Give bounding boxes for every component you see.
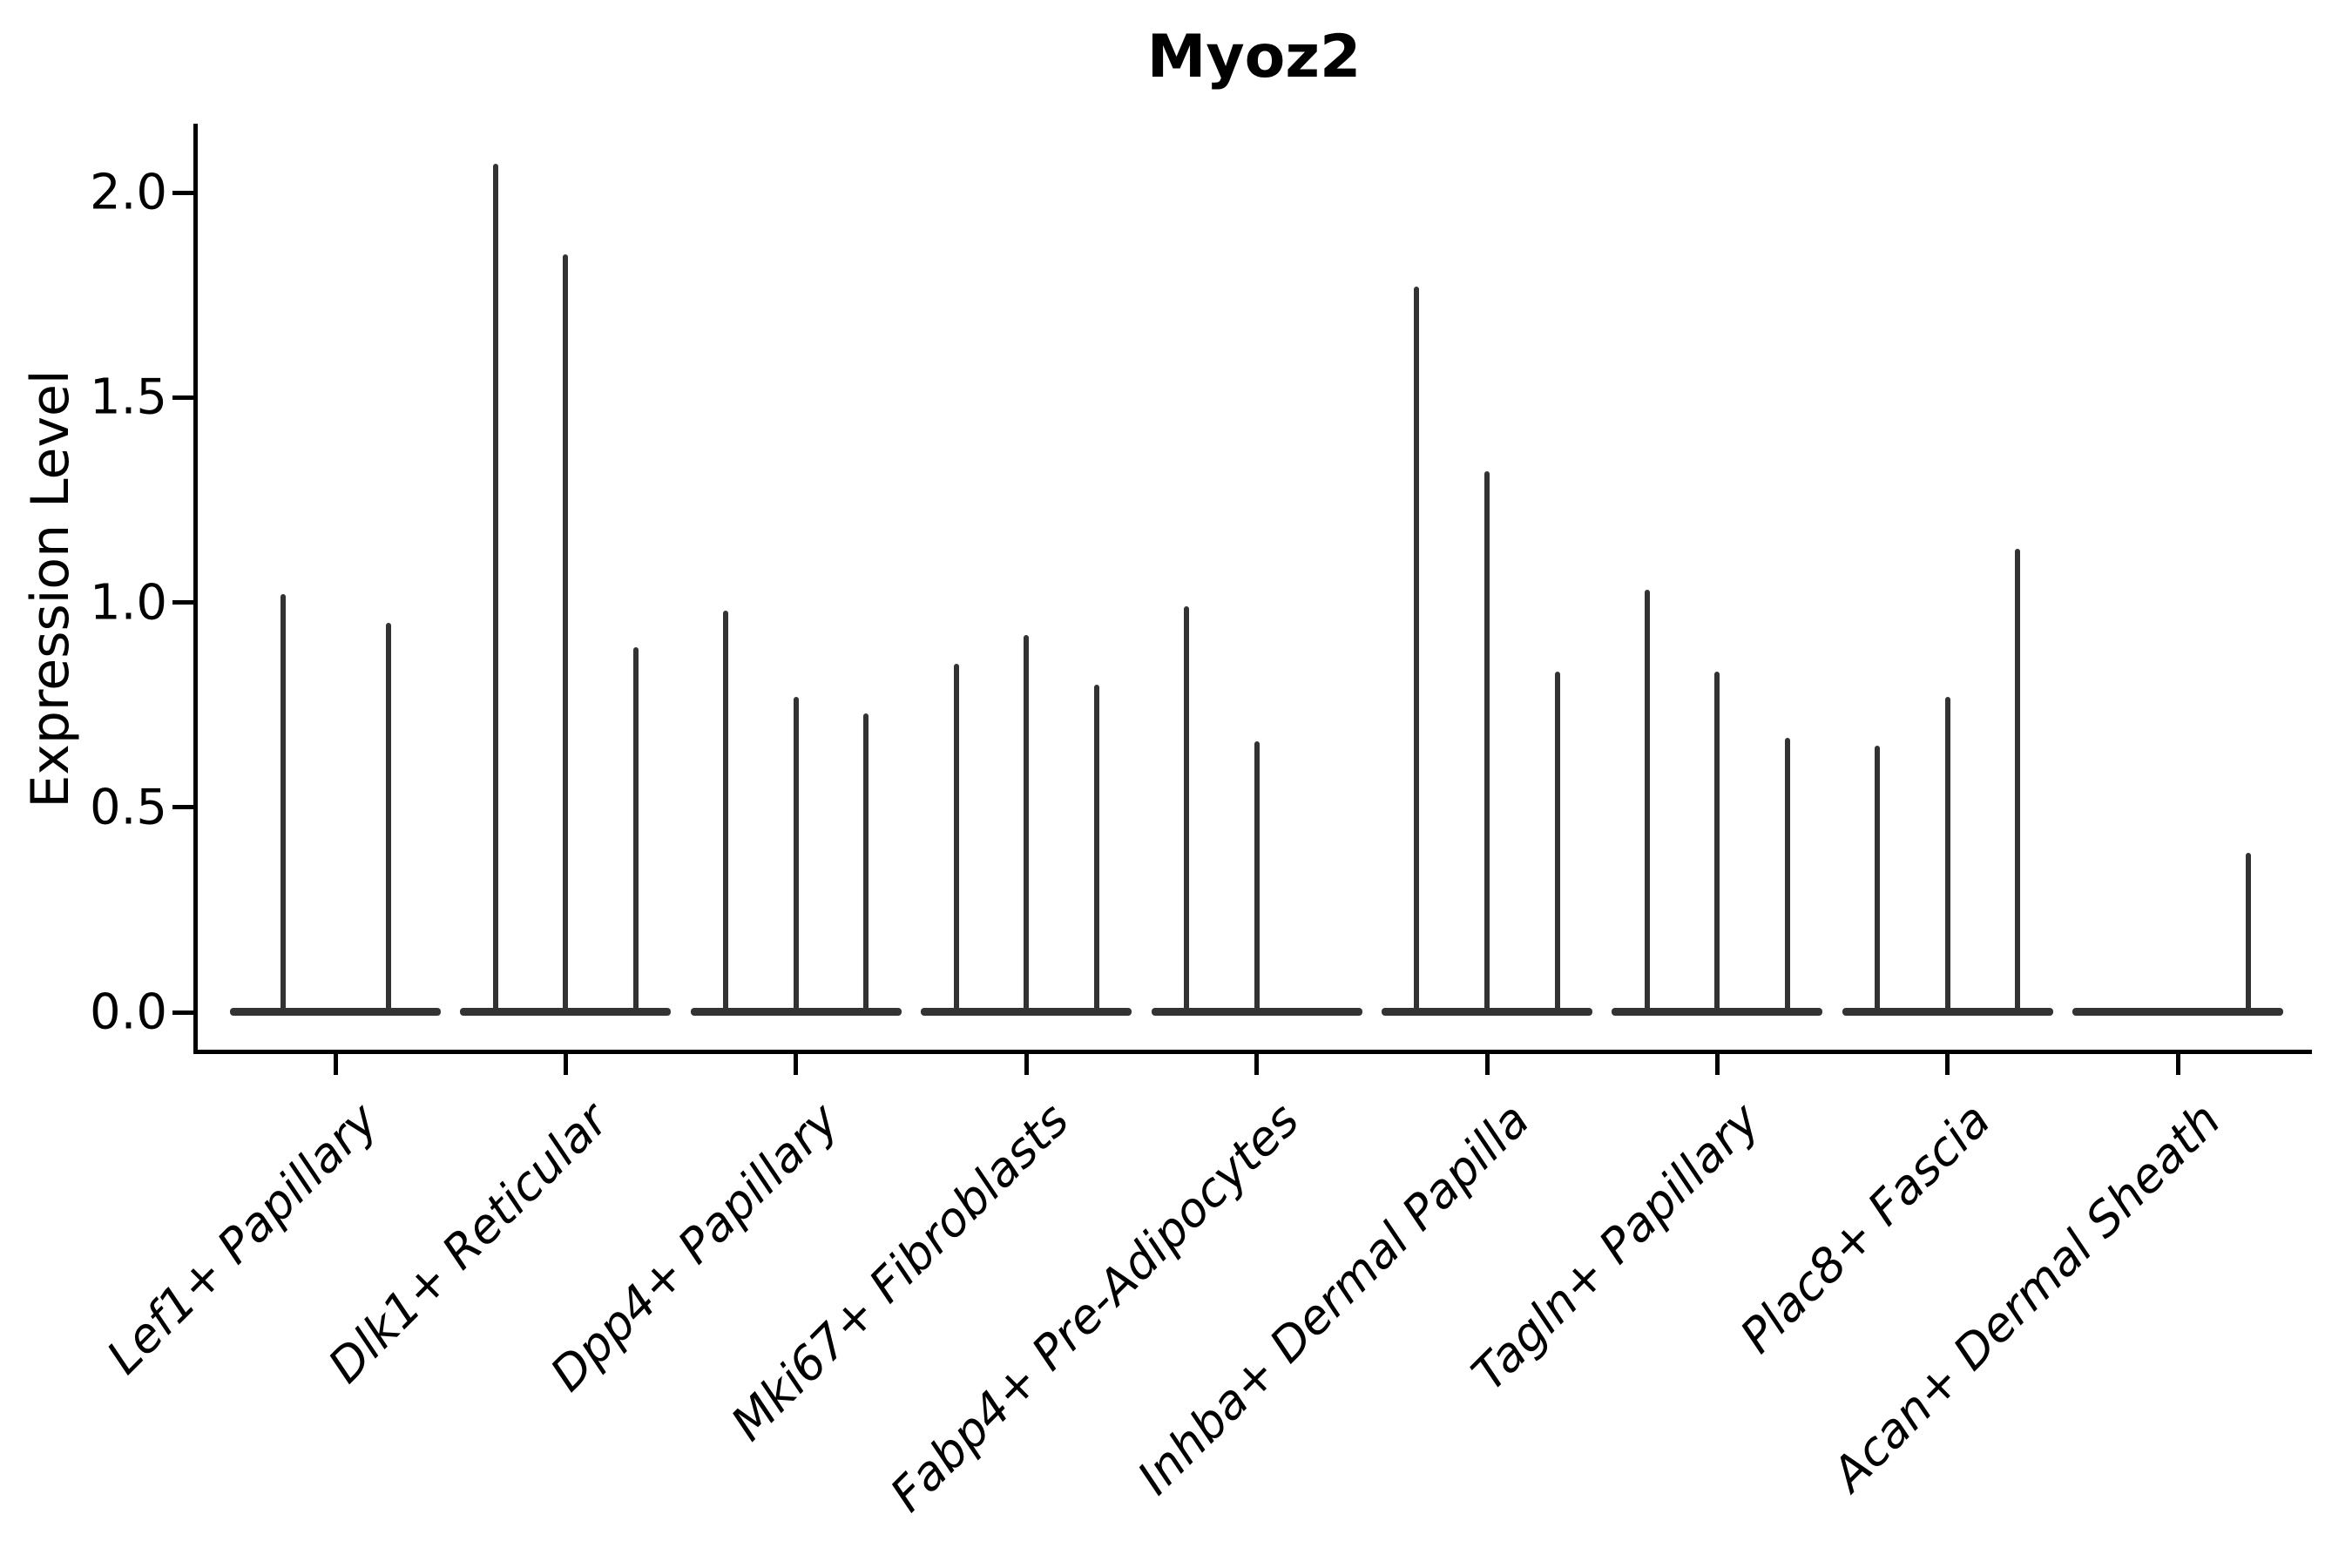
y-axis-label: Expression Level — [20, 369, 81, 808]
violin-spike — [1093, 684, 1099, 1016]
violin-spike — [1414, 287, 1420, 1016]
x-tick-mark — [333, 1054, 338, 1075]
violin-spike — [1944, 696, 1950, 1016]
x-tick-label-5: Fabp4+ Pre-Adipocytes — [879, 1092, 1310, 1523]
violin-spike — [2245, 852, 2251, 1016]
violin-spike — [953, 664, 959, 1016]
violin-spike — [1484, 470, 1490, 1016]
violin-spike — [280, 594, 286, 1016]
violin-spike — [723, 610, 729, 1016]
x-tick-label-9: Acan+ Dermal Sheath — [1821, 1092, 2231, 1502]
y-tick-label: 2.0 — [89, 164, 167, 221]
y-tick-mark — [172, 190, 195, 195]
x-axis-spine — [193, 1050, 2312, 1054]
x-tick-mark — [794, 1054, 799, 1075]
violin-baseline — [230, 1008, 441, 1016]
violin-spike — [1875, 746, 1881, 1016]
chart-title: Myoz2 — [1146, 23, 1362, 91]
violin-spike — [385, 623, 391, 1016]
x-tick-mark — [1254, 1054, 1260, 1075]
y-tick-label: 0.0 — [89, 983, 167, 1041]
x-tick-mark — [1484, 1054, 1490, 1075]
y-tick-mark — [172, 600, 195, 605]
x-tick-label-8: Plac8+ Fascia — [1729, 1092, 2001, 1364]
y-axis-spine — [193, 124, 198, 1054]
x-tick-mark — [1714, 1054, 1720, 1075]
violin-baseline — [2072, 1008, 2284, 1016]
violin-spike — [563, 253, 569, 1016]
violin-spike — [492, 164, 498, 1016]
x-tick-label-6: Inhba+ Dermal Papilla — [1126, 1092, 1540, 1505]
y-tick-mark — [172, 805, 195, 810]
x-tick-mark — [1945, 1054, 1950, 1075]
x-tick-mark — [1024, 1054, 1029, 1075]
violin-spike — [633, 647, 639, 1016]
y-tick-mark — [172, 1010, 195, 1015]
violin-spike — [1714, 672, 1720, 1016]
violin-spike — [793, 696, 799, 1016]
x-tick-mark — [2175, 1054, 2180, 1075]
y-tick-label: 1.5 — [89, 368, 167, 426]
violin-spike — [1183, 606, 1189, 1016]
violin-spike — [863, 713, 869, 1016]
violin-spike — [1554, 672, 1560, 1016]
violin-spike — [1785, 737, 1791, 1016]
y-tick-mark — [172, 395, 195, 400]
x-tick-mark — [563, 1054, 568, 1075]
violin-spike — [2015, 549, 2021, 1016]
y-tick-label: 0.5 — [89, 779, 167, 836]
violin-spike — [1254, 741, 1260, 1016]
violin-spike — [1024, 635, 1030, 1016]
violin-spike — [1644, 590, 1650, 1016]
y-tick-label: 1.0 — [89, 574, 167, 631]
